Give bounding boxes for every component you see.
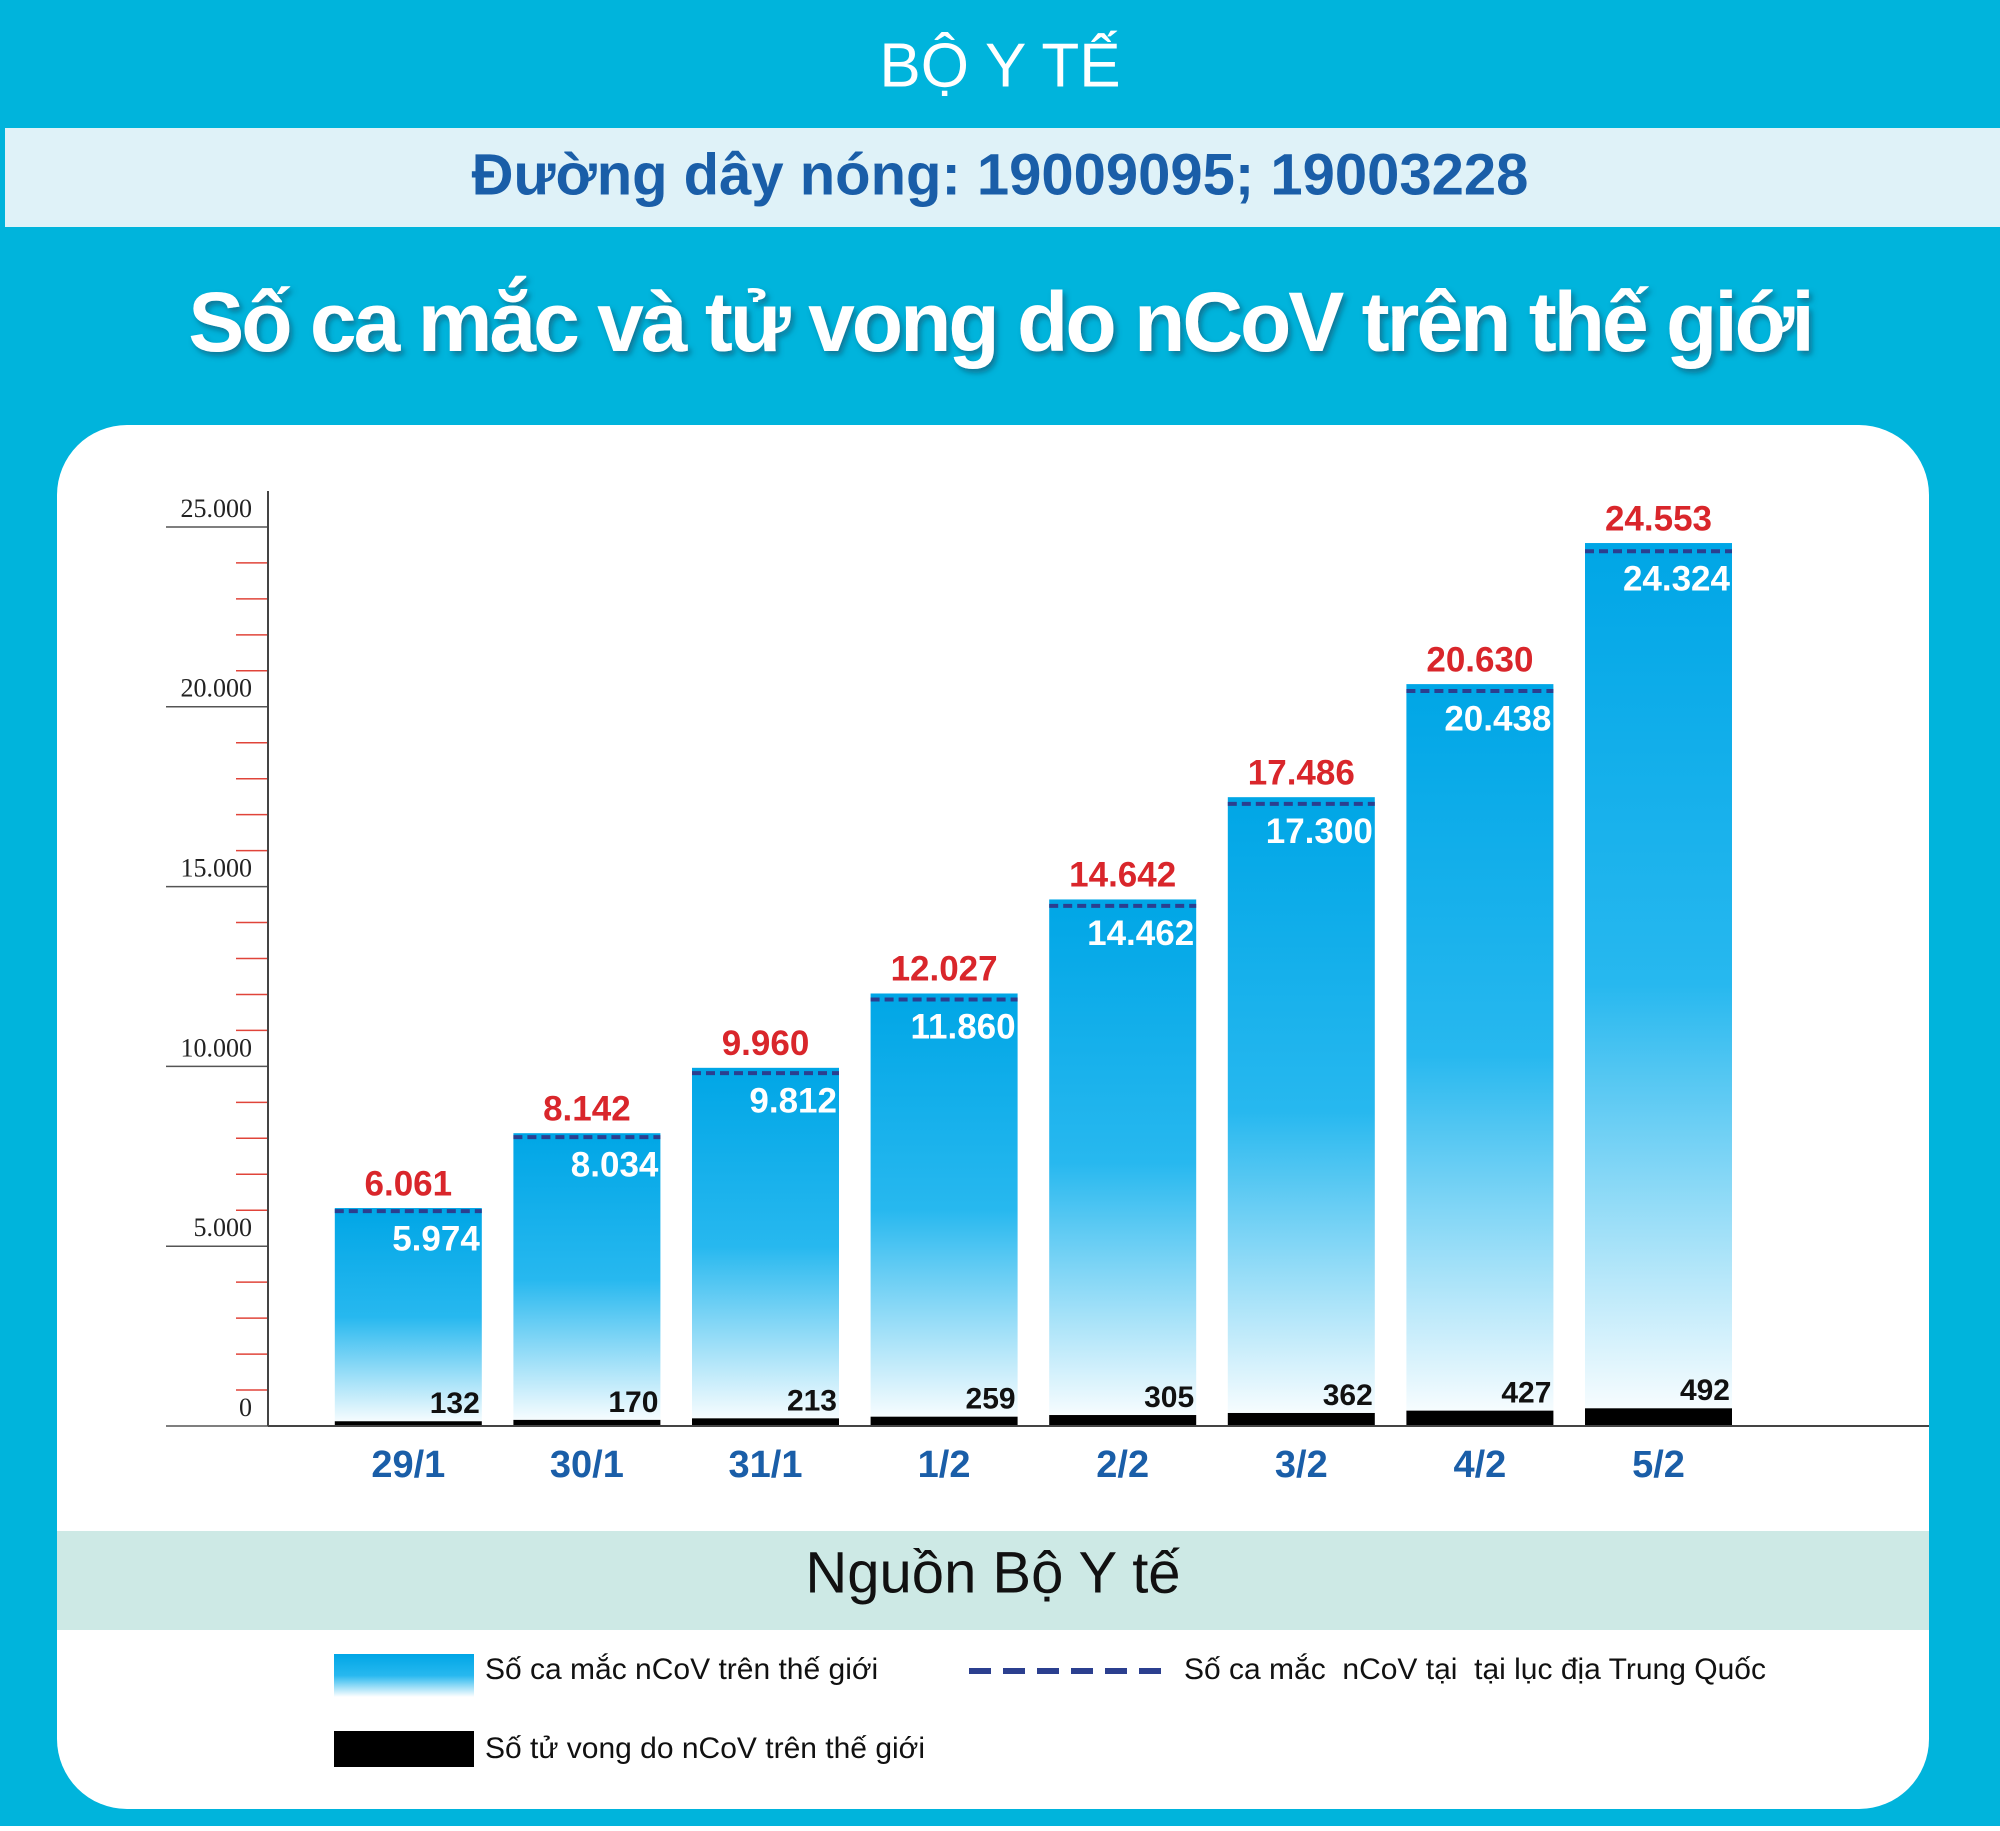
x-tick-label: 31/1 <box>729 1444 803 1486</box>
y-tick-label: 0 <box>239 1393 252 1422</box>
y-tick-label: 25.000 <box>181 494 253 523</box>
case-bar <box>1227 797 1375 1426</box>
case-bar <box>1049 899 1197 1426</box>
death-value-label: 213 <box>787 1384 837 1417</box>
case-value-label: 9.960 <box>722 1024 810 1063</box>
china-value-label: 5.974 <box>392 1219 480 1258</box>
case-bar <box>1585 543 1732 1426</box>
death-bar <box>513 1419 661 1426</box>
death-value-label: 362 <box>1323 1379 1373 1412</box>
legend-label: Số tử vong do nCoV trên thế giới <box>485 1732 925 1765</box>
death-value-label: 259 <box>966 1383 1016 1416</box>
x-tick-label: 2/2 <box>1096 1444 1149 1486</box>
x-tick-label: 29/1 <box>371 1444 445 1486</box>
death-bar <box>1049 1415 1197 1426</box>
hotline: Đường dây nóng: 19009095; 19003228 <box>472 142 1529 207</box>
legend-label: Số ca mắc nCoV trên thế giới <box>485 1653 878 1686</box>
source-band <box>57 1531 1929 1630</box>
agency: BỘ Y TẾ <box>879 31 1120 100</box>
death-value-label: 132 <box>430 1387 480 1420</box>
china-value-label: 11.860 <box>910 1008 1015 1047</box>
case-bar <box>870 993 1018 1426</box>
legend-swatch <box>334 1654 474 1697</box>
case-bar <box>1406 684 1554 1426</box>
x-tick-label: 4/2 <box>1453 1444 1506 1486</box>
case-value-label: 24.553 <box>1605 499 1712 538</box>
death-value-label: 170 <box>608 1386 658 1419</box>
case-bar <box>513 1133 661 1426</box>
x-tick-label: 3/2 <box>1275 1444 1328 1486</box>
legend: Số ca mắc nCoV trên thế giới Số ca mắc n… <box>334 1653 1766 1767</box>
case-bar <box>692 1067 839 1426</box>
case-value-label: 6.061 <box>365 1164 453 1203</box>
legend-label: Số ca mắc nCoV tại tại lục địa Trung Quố… <box>1184 1653 1766 1686</box>
death-bar <box>870 1416 1018 1426</box>
death-value-label: 305 <box>1144 1381 1194 1414</box>
y-tick-label: 10.000 <box>181 1033 253 1062</box>
death-bar <box>1406 1410 1554 1426</box>
case-bar <box>334 1208 482 1426</box>
x-tick-label: 1/2 <box>918 1444 971 1486</box>
y-tick-label: 15.000 <box>181 854 253 883</box>
china-value-label: 9.812 <box>749 1081 837 1120</box>
x-tick-label: 5/2 <box>1632 1444 1685 1486</box>
y-tick-label: 20.000 <box>181 674 253 703</box>
death-value-label: 427 <box>1501 1377 1551 1410</box>
china-value-label: 14.462 <box>1087 914 1194 953</box>
case-value-label: 12.027 <box>891 950 998 989</box>
plot: 0 5.000 10.000 15.000 20.000 25.000 29/1 6.061 5… <box>166 491 1929 1486</box>
source: Nguồn Bộ Y tế <box>805 1540 1180 1605</box>
death-bar <box>1585 1408 1732 1426</box>
case-value-label: 20.630 <box>1426 640 1533 679</box>
x-tick-label: 30/1 <box>550 1444 624 1486</box>
case-value-label: 17.486 <box>1248 753 1355 792</box>
death-value-label: 492 <box>1680 1374 1730 1407</box>
death-bar <box>334 1421 482 1426</box>
hotline-band <box>5 128 2000 227</box>
china-value-label: 17.300 <box>1266 812 1373 851</box>
chart-title: Số ca mắc và tử vong do nCoV trên thế gi… <box>188 275 1811 369</box>
y-tick-label: 5.000 <box>194 1213 253 1242</box>
legend-swatch <box>334 1731 474 1767</box>
case-value-label: 14.642 <box>1069 856 1176 895</box>
china-value-label: 8.034 <box>571 1145 659 1184</box>
china-value-label: 24.324 <box>1623 560 1731 599</box>
case-value-label: 8.142 <box>543 1089 631 1128</box>
death-bar <box>692 1418 839 1426</box>
death-bar <box>1227 1412 1375 1426</box>
china-value-label: 20.438 <box>1444 699 1551 738</box>
